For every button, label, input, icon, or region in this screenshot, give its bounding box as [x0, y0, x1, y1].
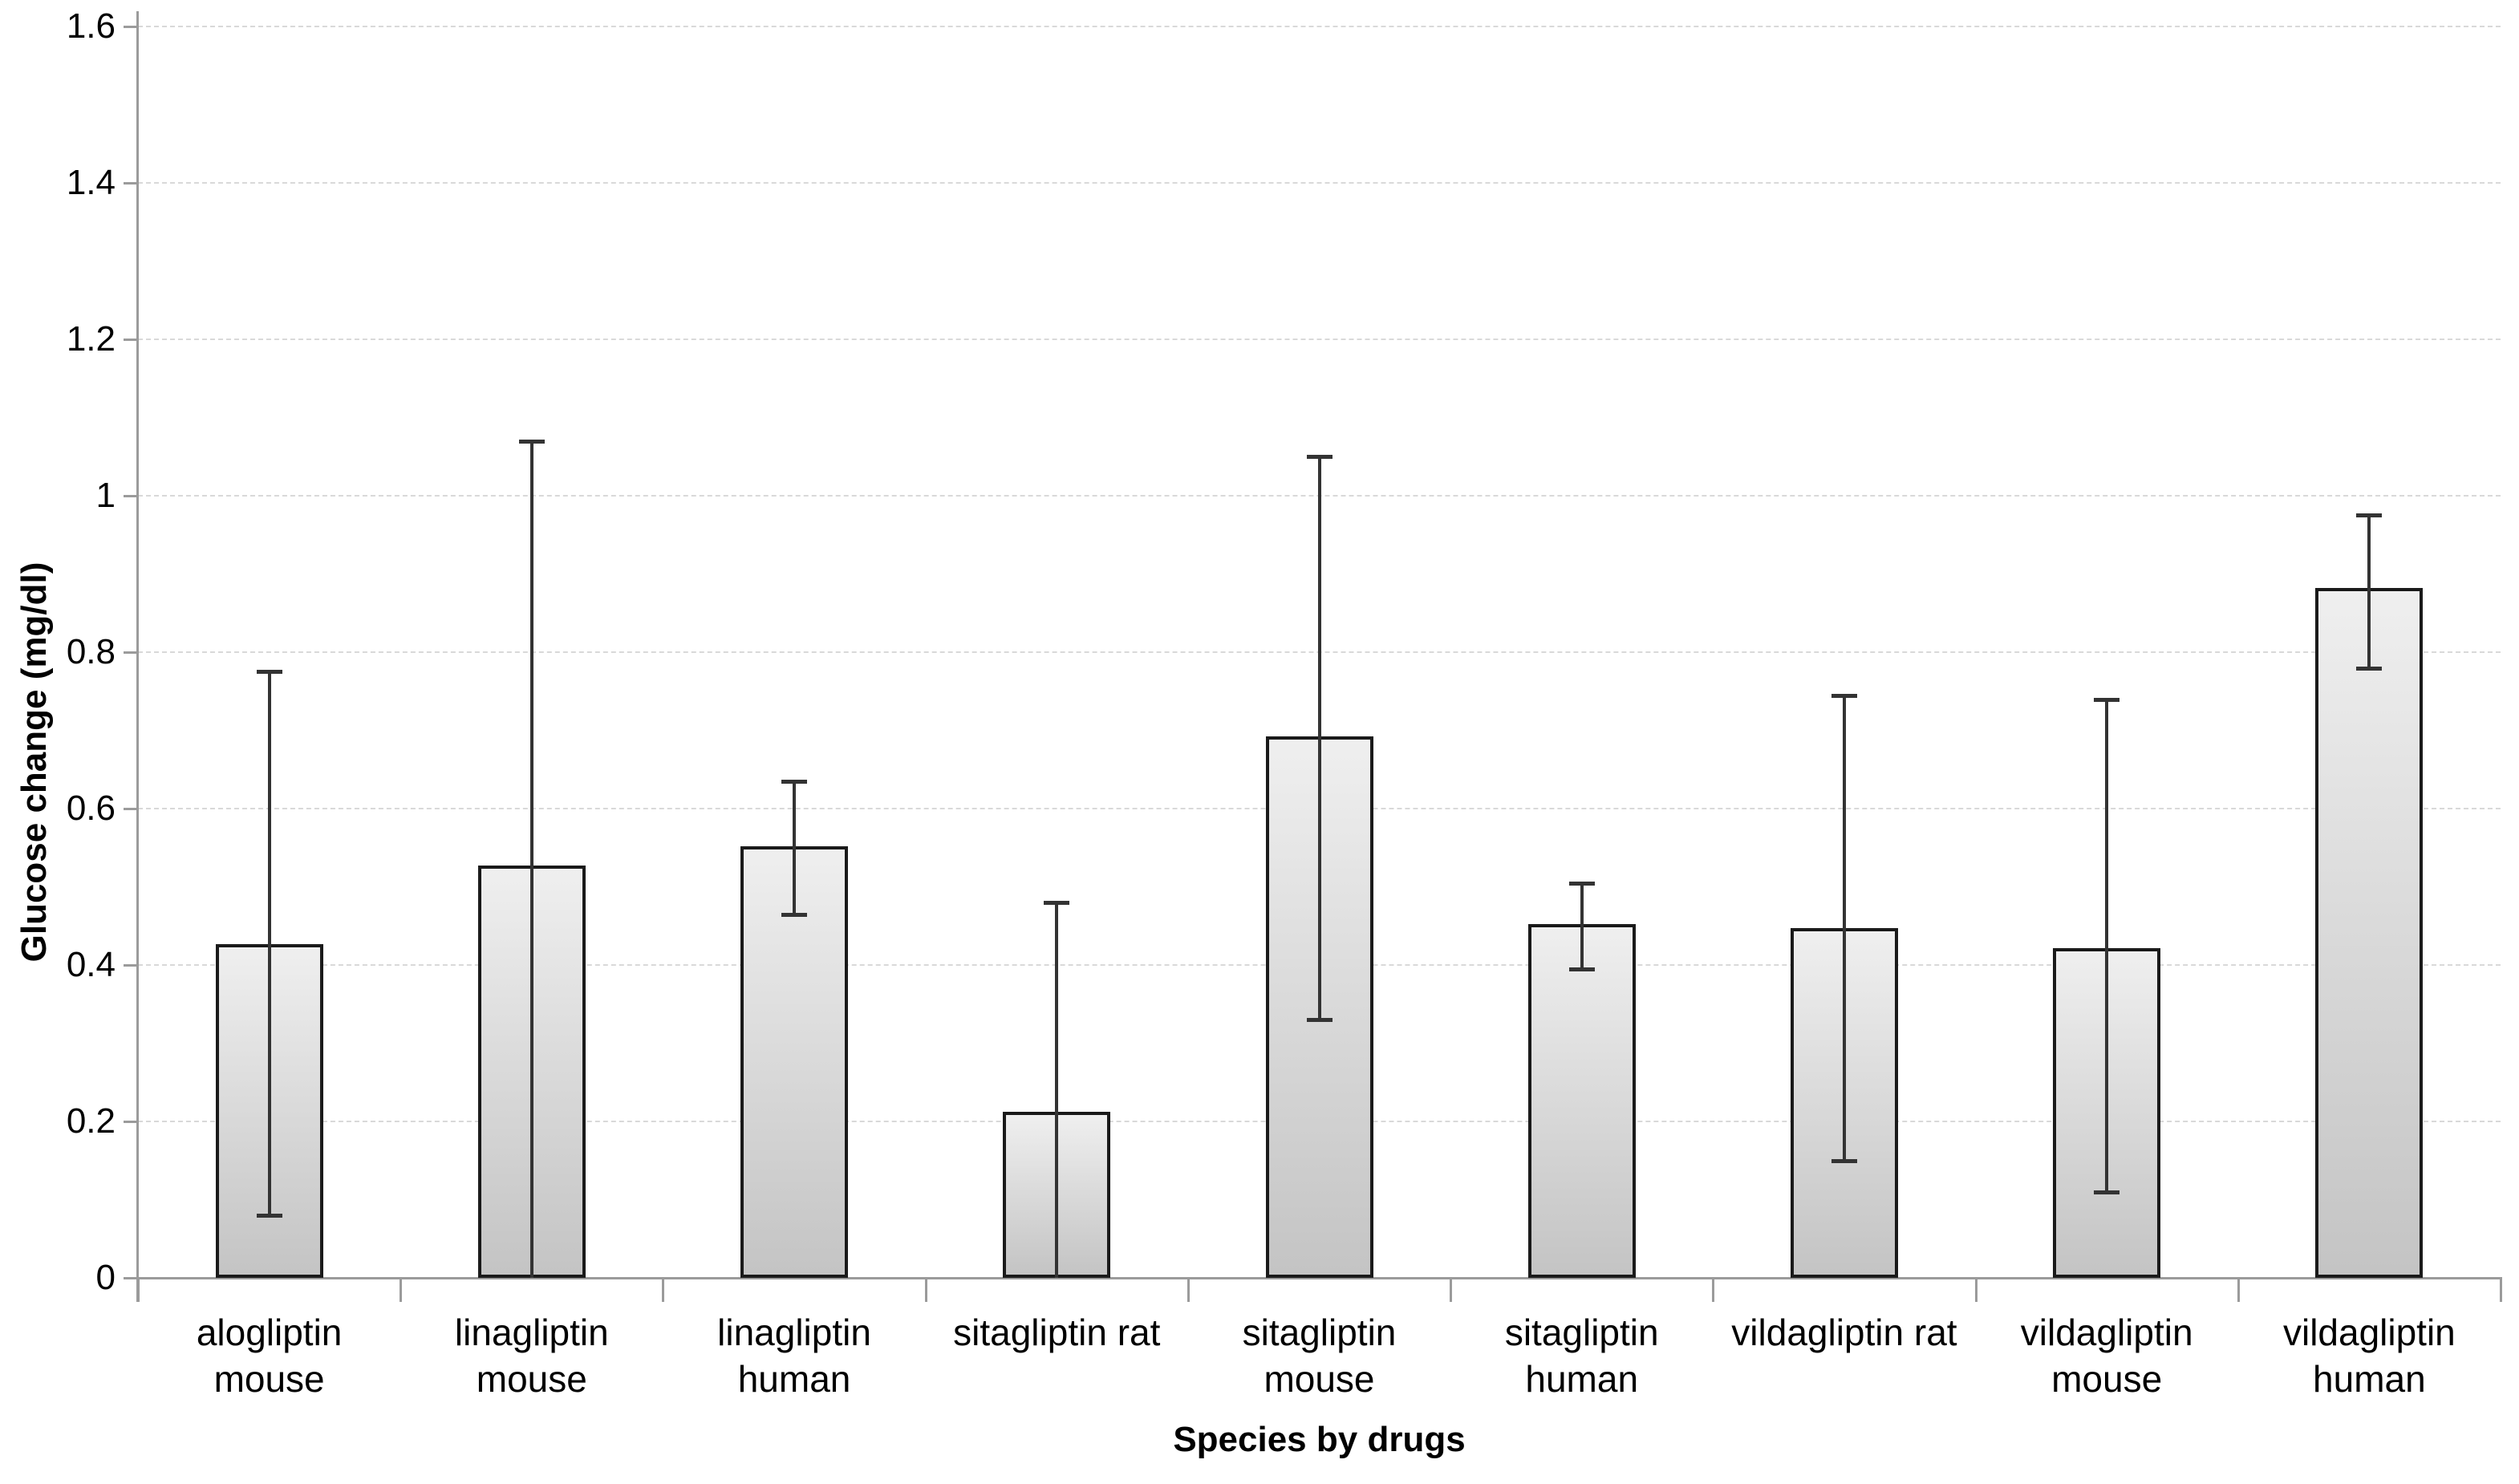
error-bar-cap-bottom — [1568, 967, 1595, 971]
error-bar-cap-top — [1831, 693, 1857, 698]
x-tick-mark — [137, 1278, 140, 1302]
error-bar-cap-top — [1044, 901, 1070, 905]
x-category-label: sitagliptin human — [1450, 1309, 1713, 1402]
y-tick-label: 0 — [95, 1258, 116, 1297]
error-bar-cap-top — [1306, 455, 1333, 460]
x-category-label-line: mouse — [1264, 1358, 1375, 1400]
y-tick-label: 0.8 — [66, 632, 116, 671]
x-category-label-line: linagliptin — [717, 1312, 871, 1353]
gridline — [138, 339, 2501, 340]
x-tick-mark — [1186, 1278, 1190, 1302]
gridline — [138, 182, 2501, 184]
y-tick-mark — [124, 26, 138, 28]
x-tick-mark — [2237, 1278, 2240, 1302]
error-bar-line — [1317, 456, 1321, 1020]
y-tick-mark — [124, 808, 138, 810]
x-category-label-line: human — [2313, 1358, 2426, 1400]
error-bar-cap-bottom — [2094, 1190, 2120, 1194]
x-tick-mark — [662, 1278, 665, 1302]
y-tick-label: 0.6 — [66, 789, 116, 828]
x-category-label: vildagliptin human — [2238, 1309, 2501, 1402]
x-tick-mark — [400, 1278, 403, 1302]
error-bar-cap-bottom — [256, 1214, 282, 1218]
y-tick-label: 1.6 — [66, 6, 116, 46]
x-category-label-line: human — [1525, 1358, 1639, 1400]
x-category-label-line: sitagliptin — [1242, 1312, 1397, 1353]
x-category-label: sitagliptin rat — [926, 1309, 1188, 1356]
gridline — [138, 26, 2501, 27]
y-tick-label: 1.2 — [66, 319, 116, 359]
x-category-label-line: vildagliptin rat — [1731, 1312, 1957, 1353]
error-bar-cap-bottom — [1306, 1018, 1333, 1023]
x-category-label-line: vildagliptin — [2020, 1312, 2193, 1353]
x-axis-title: Species by drugs — [1173, 1420, 1466, 1459]
x-category-label: alogliptin mouse — [138, 1309, 400, 1402]
x-category-label-line: alogliptin mouse — [196, 1312, 343, 1400]
error-bar-line — [1842, 695, 1846, 1161]
x-category-label: sitagliptin mouse — [1188, 1309, 1450, 1402]
x-category-label-line: sitagliptin — [1504, 1312, 1659, 1353]
error-bar-cap-bottom — [781, 912, 808, 917]
y-tick-mark — [124, 495, 138, 497]
error-bar-cap-top — [781, 779, 808, 784]
bar — [740, 845, 849, 1278]
x-category-label: vildagliptin mouse — [1976, 1309, 2238, 1402]
error-bar-cap-top — [2094, 697, 2120, 702]
x-axis-line — [138, 1277, 2502, 1279]
error-bar-cap-top — [518, 439, 545, 444]
x-tick-mark — [2500, 1278, 2502, 1302]
y-tick-label: 1 — [95, 476, 116, 515]
y-axis-line — [136, 11, 139, 1302]
error-bar-cap-top — [1568, 881, 1595, 886]
x-category-label-line: vildagliptin — [2282, 1312, 2456, 1353]
x-category-label: linagliptin human — [663, 1309, 925, 1402]
y-tick-label: 0.2 — [66, 1101, 116, 1141]
y-tick-mark — [124, 182, 138, 184]
error-bar-line — [1055, 902, 1059, 1278]
x-category-label-line: sitagliptin rat — [953, 1312, 1161, 1353]
x-tick-mark — [1712, 1278, 1715, 1302]
x-tick-mark — [1450, 1278, 1453, 1302]
x-category-label-line: linagliptin — [454, 1312, 609, 1353]
x-category-label-line: human — [737, 1358, 851, 1400]
x-category-label: vildagliptin rat — [1713, 1309, 1975, 1356]
x-tick-mark — [1974, 1278, 1977, 1302]
error-bar-line — [793, 781, 797, 914]
bar — [2315, 588, 2424, 1278]
y-tick-mark — [124, 339, 138, 341]
error-bar-line — [267, 671, 271, 1215]
bar — [1527, 924, 1636, 1278]
x-category-label: linagliptin mouse — [400, 1309, 663, 1402]
error-bar-cap-bottom — [1831, 1158, 1857, 1163]
error-bar-line — [1580, 882, 1584, 969]
error-bar-cap-top — [2356, 513, 2383, 518]
error-bar-cap-top — [256, 670, 282, 675]
error-bar-line — [2367, 515, 2371, 668]
x-category-label-line: mouse — [2051, 1358, 2163, 1400]
error-bar-line — [2105, 699, 2109, 1192]
y-tick-mark — [124, 964, 138, 967]
x-category-label-line: mouse — [476, 1358, 587, 1400]
y-tick-label: 0.4 — [66, 945, 116, 984]
y-tick-mark — [124, 1277, 138, 1279]
y-tick-label: 1.4 — [66, 163, 116, 202]
error-bar-line — [529, 440, 533, 1278]
x-tick-mark — [924, 1278, 927, 1302]
y-tick-mark — [124, 651, 138, 654]
y-tick-mark — [124, 1121, 138, 1123]
error-bar-cap-bottom — [2356, 666, 2383, 671]
